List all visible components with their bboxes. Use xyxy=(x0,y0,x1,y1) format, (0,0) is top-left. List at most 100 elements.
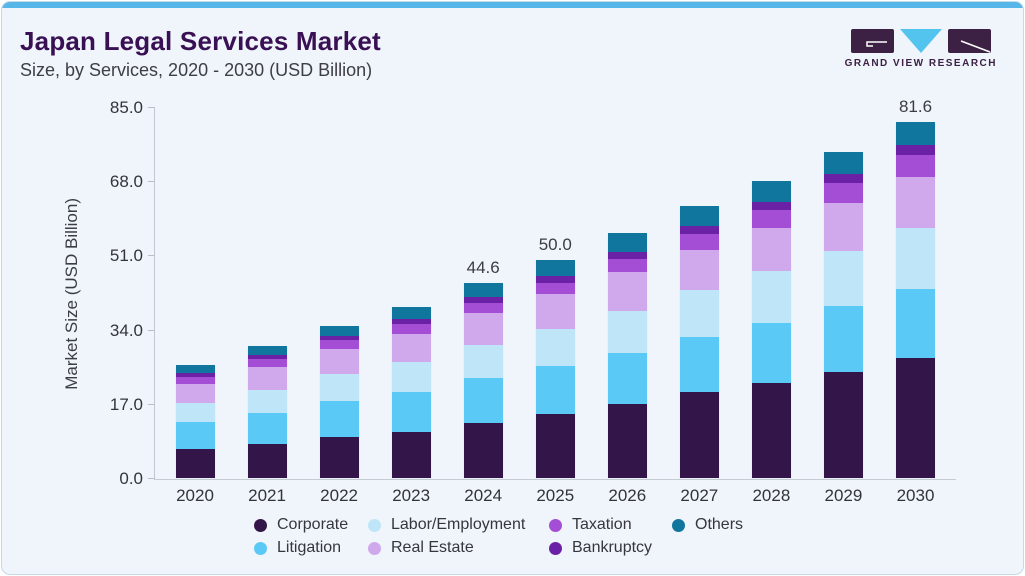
y-tick-label-17.0: 17.0 xyxy=(109,394,143,414)
bar-2020-segment-corporate xyxy=(175,449,215,478)
bar-2023 xyxy=(390,307,432,479)
bar-2028-segment-labor-employment xyxy=(751,270,791,324)
legend-label: Labor/Employment xyxy=(391,516,526,533)
bar-2024-segment-others xyxy=(463,283,503,297)
bar-2022-segment-taxation xyxy=(319,340,359,350)
bar-2022-segment-bankruptcy xyxy=(319,335,359,341)
legend-item-others: Others xyxy=(672,516,743,534)
bar-2020-segment-taxation xyxy=(175,376,215,384)
legend-item-taxation: Taxation xyxy=(549,516,672,534)
bar-2020 xyxy=(174,365,216,479)
bar-2028-segment-taxation xyxy=(751,210,791,228)
chart-legend: Corporate Labor/Employment Taxation Others L… xyxy=(254,516,743,557)
logo-r-icon xyxy=(947,29,991,53)
value-label-2025: 50.0 xyxy=(538,234,572,254)
bar-2030-segment-labor-employment xyxy=(896,228,935,290)
bar-2027-segment-real-estate xyxy=(679,249,719,290)
legend-dot-icon xyxy=(254,518,267,532)
bar-2026-segment-bankruptcy xyxy=(607,251,647,259)
bar-2020-segment-bankruptcy xyxy=(175,373,215,377)
bar-2028-segment-bankruptcy xyxy=(751,202,791,211)
y-tick-label-34.0: 34.0 xyxy=(109,320,143,340)
y-tick-mark-51.0 xyxy=(148,255,155,257)
x-axis-label-2022: 2022 xyxy=(320,486,358,505)
bar-2026-segment-litigation xyxy=(607,352,647,405)
value-label-2030: 81.6 xyxy=(898,96,933,116)
bar-2028 xyxy=(750,181,792,479)
brand-name: GRAND VIEW RESEARCH xyxy=(844,58,997,69)
bar-2030-segment-bankruptcy xyxy=(896,144,935,155)
bar-2022 xyxy=(318,325,360,479)
bar-2026-segment-corporate xyxy=(607,404,647,478)
y-tick-mark-68.0 xyxy=(148,181,155,183)
bar-2023-segment-labor-employment xyxy=(391,361,431,393)
bar-2020-segment-others xyxy=(175,365,215,374)
legend-dot-icon xyxy=(254,541,267,555)
bar-2027-segment-others xyxy=(679,206,719,226)
bar-2021-segment-corporate xyxy=(247,443,287,478)
bar-2021-segment-real-estate xyxy=(247,367,287,391)
bar-2026-segment-labor-employment xyxy=(607,310,647,353)
x-axis-label-2027: 2027 xyxy=(680,486,719,505)
bar-2025-segment-real-estate xyxy=(535,294,575,329)
logo-v-icon xyxy=(899,29,942,53)
bar-2025-segment-labor-employment xyxy=(535,328,575,366)
x-axis-label-2026: 2026 xyxy=(608,486,647,505)
bar-2029 xyxy=(822,152,864,479)
bar-2020-segment-labor-employment xyxy=(175,402,215,422)
legend-label: Real Estate xyxy=(391,539,474,556)
x-axis-label-2025: 2025 xyxy=(536,486,575,505)
y-tick-label-85.0: 85.0 xyxy=(109,98,143,117)
legend-item-real-estate: Real Estate xyxy=(368,539,549,557)
bar-2021-segment-litigation xyxy=(247,412,287,444)
legend-label: Corporate xyxy=(277,516,349,533)
bar-2027-segment-labor-employment xyxy=(679,289,719,338)
bar-2024-segment-litigation xyxy=(463,378,503,424)
bar-2027-segment-bankruptcy xyxy=(679,225,719,234)
bar-2021-segment-bankruptcy xyxy=(247,355,287,360)
legend-item-labor-employment: Labor/Employment xyxy=(368,516,549,534)
bar-2029-segment-litigation xyxy=(823,306,863,372)
plot-area: 0.0 17.0 34.0 51.0 68.0 85.0 2020 2021 2022 2023 2… xyxy=(110,97,956,505)
bar-2025 xyxy=(534,259,576,479)
bar-2026-segment-taxation xyxy=(607,258,647,273)
legend-label: Bankruptcy xyxy=(572,539,653,556)
bar-2029-segment-labor-employment xyxy=(823,251,863,307)
x-axis-label-2021: 2021 xyxy=(248,486,286,505)
bar-2021 xyxy=(246,346,288,479)
legend-label: Litigation xyxy=(277,539,342,556)
bar-2027-segment-taxation xyxy=(679,233,719,250)
y-tick-label-68.0: 68.0 xyxy=(109,172,143,192)
legend-dot-icon xyxy=(549,541,562,555)
bar-2024-segment-taxation xyxy=(463,302,503,314)
y-tick-mark-17.0 xyxy=(148,403,155,405)
bar-2020-segment-real-estate xyxy=(175,383,215,403)
bar-2024-segment-corporate xyxy=(463,423,503,478)
bar-2028-segment-corporate xyxy=(751,382,791,478)
bar-2023-segment-real-estate xyxy=(391,333,431,362)
bar-2030-segment-litigation xyxy=(896,289,935,358)
y-tick-label-0.0: 0.0 xyxy=(119,469,143,488)
bar-2020-segment-litigation xyxy=(175,421,215,450)
legend-dot-icon xyxy=(549,518,562,532)
bar-2027-segment-corporate xyxy=(679,392,719,478)
bar-2028-segment-others xyxy=(751,181,791,203)
legend-item-litigation: Litigation xyxy=(254,539,368,557)
bar-2026-segment-real-estate xyxy=(607,272,647,311)
x-axis-label-2030: 2030 xyxy=(896,486,935,505)
bar-2029-segment-bankruptcy xyxy=(823,174,863,183)
y-axis-title: Market Size (USD Billion) xyxy=(62,197,81,390)
bar-2022-segment-labor-employment xyxy=(319,374,359,402)
bar-2025-segment-litigation xyxy=(535,365,575,415)
page-subtitle: Size, by Services, 2020 - 2030 (USD Bill… xyxy=(20,60,373,80)
bar-2024-segment-bankruptcy xyxy=(463,296,503,303)
bar-2028-segment-litigation xyxy=(751,323,791,383)
legend-dot-icon xyxy=(368,518,381,532)
bar-2024 xyxy=(462,283,504,479)
x-axis-label-2020: 2020 xyxy=(176,486,214,505)
legend-item-corporate: Corporate xyxy=(254,516,368,534)
top-accent-strip xyxy=(2,2,1023,8)
bar-2028-segment-real-estate xyxy=(751,227,791,271)
